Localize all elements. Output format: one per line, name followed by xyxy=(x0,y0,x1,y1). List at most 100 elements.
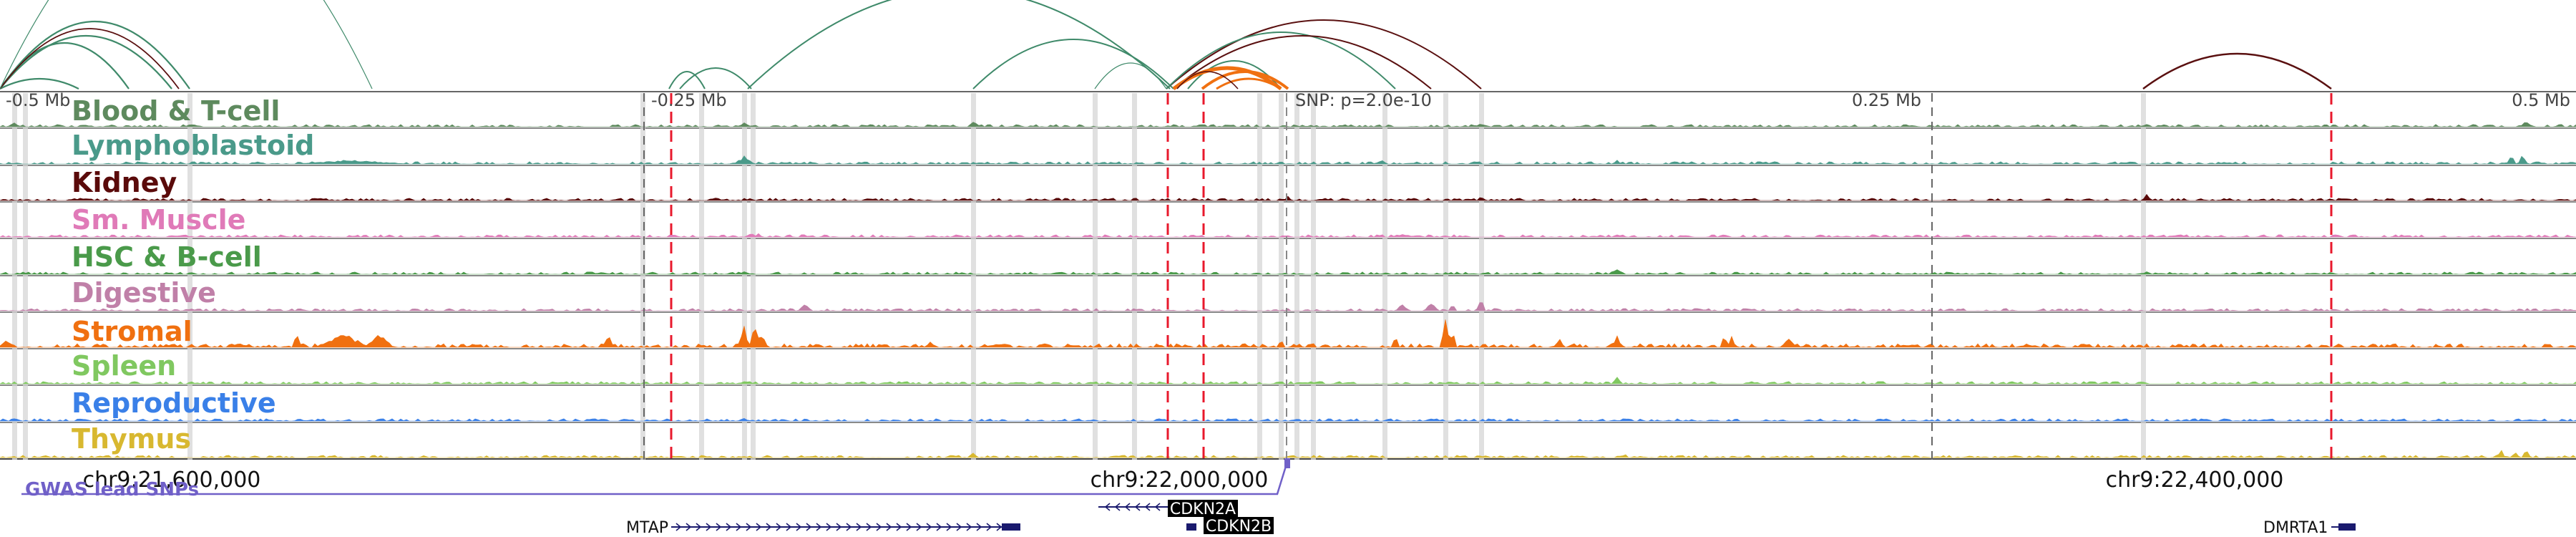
gray-highlight-column xyxy=(742,93,747,460)
chromatin-loop-arc xyxy=(1166,32,1396,90)
chromatin-loop-arc xyxy=(0,35,172,90)
strand-chevron xyxy=(836,523,842,531)
peak-highlight-columns xyxy=(12,93,2146,460)
signal-trace xyxy=(0,155,2576,165)
signal-trace xyxy=(0,319,2576,348)
strand-chevron xyxy=(736,523,742,531)
strand-chevron xyxy=(906,523,912,531)
gene-dmrta1: DMRTA1 xyxy=(2263,519,2356,537)
track-label-sm-muscle: Sm. Muscle xyxy=(72,204,245,236)
gene-label-box-cdkn2a xyxy=(1168,500,1238,517)
gene-label-mtap: MTAP xyxy=(626,519,668,537)
chromatin-loop-arc xyxy=(1094,62,1167,90)
strand-chevron xyxy=(886,523,892,531)
gene-cdkn2b: CDKN2B xyxy=(1186,517,1274,536)
gene-exon-cdkn2b xyxy=(1186,523,1196,531)
gray-highlight-column xyxy=(1294,93,1299,460)
strand-chevron xyxy=(675,523,682,531)
gray-highlight-column xyxy=(1257,93,1262,460)
signal-trace xyxy=(0,302,2576,311)
track-label-reproductive: Reproductive xyxy=(72,387,276,419)
strand-chevron xyxy=(806,523,812,531)
strand-chevron xyxy=(856,523,862,531)
strand-chevron xyxy=(1134,503,1141,511)
chromatin-loops xyxy=(0,0,2332,90)
strand-chevron xyxy=(976,523,982,531)
gray-highlight-column xyxy=(23,93,28,460)
signal-trace xyxy=(0,269,2576,275)
signal-trace xyxy=(0,377,2576,384)
track-label-blood-t-cell: Blood & T-cell xyxy=(72,95,280,127)
strand-chevron xyxy=(776,523,782,531)
gray-highlight-column xyxy=(1479,93,1484,460)
chromatin-loop-arc xyxy=(1176,71,1239,90)
strand-chevron xyxy=(766,523,772,531)
gray-highlight-column xyxy=(1132,93,1137,460)
gray-highlight-column xyxy=(1093,93,1098,460)
gene-cdkn2a: CDKN2A xyxy=(1098,500,1238,518)
offset-label-minus-0-5: -0.5 Mb xyxy=(6,90,70,110)
chromatin-loop-arc xyxy=(679,67,752,90)
gwas-lead-snp-line xyxy=(21,463,1288,495)
strand-chevron xyxy=(756,523,762,531)
signal-trace xyxy=(0,193,2576,201)
strand-chevron xyxy=(826,523,832,531)
gray-highlight-column xyxy=(971,93,976,460)
strand-chevron xyxy=(1144,503,1151,511)
track-label-stromal: Stromal xyxy=(72,316,192,347)
strand-chevron xyxy=(966,523,972,531)
chromatin-loop-arc xyxy=(1201,70,1289,90)
gene-label-box-cdkn2b xyxy=(1204,517,1274,534)
track-separators xyxy=(0,127,2576,460)
strand-chevron xyxy=(716,523,722,531)
chromatin-loop-arc xyxy=(1173,35,1432,90)
gray-highlight-column xyxy=(1311,93,1316,460)
track-label-spleen: Spleen xyxy=(72,350,176,382)
gray-highlight-column xyxy=(640,93,645,460)
chromatin-loop-arc xyxy=(2142,52,2332,90)
gene-exon-dmrta1 xyxy=(2338,523,2356,531)
offset-label-plus-0-25: 0.25 Mb xyxy=(1852,90,1921,110)
strand-chevron xyxy=(696,523,702,531)
gene-mtap: MTAP xyxy=(626,519,1020,537)
track-label-thymus: Thymus xyxy=(72,423,191,455)
strand-chevron xyxy=(926,523,932,531)
strand-chevron xyxy=(876,523,882,531)
coord-label-22400000: chr9:22,400,000 xyxy=(2106,468,2284,493)
gray-highlight-column xyxy=(187,93,192,460)
offset-label-minus-0-25: -0.25 Mb xyxy=(651,90,727,110)
strand-chevron xyxy=(956,523,962,531)
strand-chevron xyxy=(1104,503,1111,511)
strand-chevrons-mtap xyxy=(675,523,1002,531)
strand-chevron xyxy=(866,523,872,531)
chromatin-loop-arc xyxy=(0,20,190,90)
strand-chevron xyxy=(936,523,942,531)
strand-chevron xyxy=(1114,503,1121,511)
chromatin-loop-arc xyxy=(747,0,1171,90)
gray-highlight-column xyxy=(751,93,756,460)
strand-chevron xyxy=(1124,503,1131,511)
strand-chevron xyxy=(916,523,922,531)
strand-chevron xyxy=(986,523,992,531)
chromatin-loop-arc xyxy=(1166,19,1482,90)
gene-label-cdkn2a: CDKN2A xyxy=(1170,500,1236,518)
gene-exon-mtap xyxy=(1002,523,1020,531)
chromatin-loop-arc xyxy=(972,39,1174,90)
track-label-lymphoblastoid: Lymphoblastoid xyxy=(72,130,314,161)
track-label-kidney: Kidney xyxy=(72,167,177,198)
chromatin-loop-arc xyxy=(1216,77,1282,90)
signal-trace xyxy=(0,233,2576,238)
strand-chevrons-cdkn2a xyxy=(1104,503,1161,511)
gwas-lead-snp-marker xyxy=(1284,458,1290,468)
chromatin-loop-arc xyxy=(668,71,706,90)
chromatin-loop-arc xyxy=(0,28,180,90)
strand-chevron xyxy=(896,523,902,531)
signal-trace xyxy=(0,417,2576,422)
chromatin-loop-arc xyxy=(0,78,79,90)
gene-label-dmrta1: DMRTA1 xyxy=(2263,519,2328,537)
strand-chevron xyxy=(1154,503,1161,511)
gene-label-cdkn2b: CDKN2B xyxy=(1206,518,1272,536)
gray-highlight-column xyxy=(2141,93,2146,460)
strand-chevron xyxy=(996,523,1002,531)
